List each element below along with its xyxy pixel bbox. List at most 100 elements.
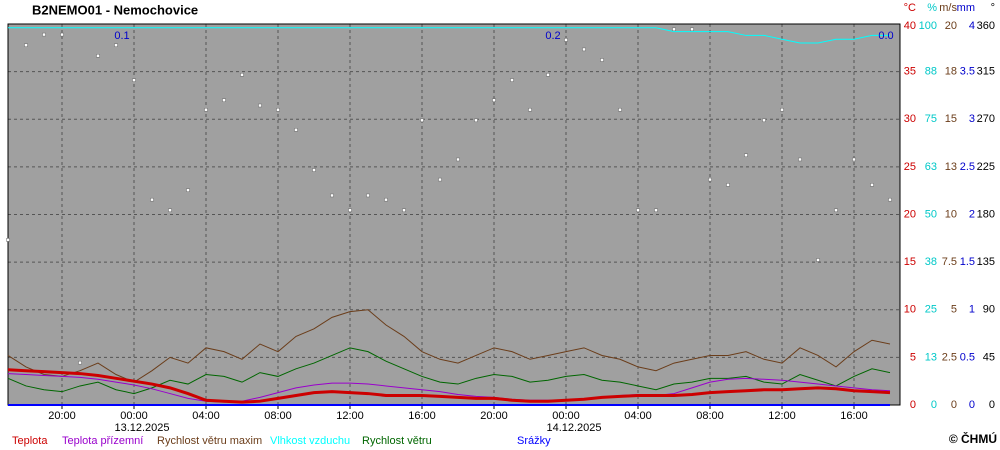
scatter-point: [474, 118, 478, 123]
y-tick-label: 3.5: [960, 66, 975, 78]
date-label: 13.12.2025: [114, 422, 169, 434]
scatter-point: [42, 32, 46, 37]
scatter-point: [492, 98, 496, 102]
legend-entry: Rychlost větru maxim: [157, 435, 262, 447]
copyright: © ČHMÚ: [949, 431, 997, 446]
x-tick-label: 20:00: [48, 410, 76, 422]
scatter-point: [402, 208, 406, 213]
annotation: 0.0: [878, 30, 893, 42]
x-tick-label: 08:00: [696, 410, 724, 422]
scatter-point: [672, 27, 676, 32]
scatter-point: [618, 107, 622, 112]
scatter-point: [330, 193, 334, 198]
date-label: 14.12.2025: [546, 422, 601, 434]
scatter-point: [888, 197, 892, 202]
y-tick-label: 4: [969, 20, 975, 32]
scatter-point: [564, 38, 568, 42]
y-tick-label: 5: [951, 304, 957, 316]
y-tick-label: 0: [931, 399, 937, 411]
scatter-point: [762, 118, 766, 123]
y-tick-label: 100: [919, 20, 937, 32]
legend-entry: Směr větru: [447, 435, 501, 447]
axis-unit: mm: [957, 2, 975, 14]
scatter-point: [798, 157, 802, 162]
y-tick-label: 20: [945, 20, 957, 32]
x-tick-label: 16:00: [408, 410, 436, 422]
y-tick-label: 180: [977, 208, 995, 220]
y-tick-label: 2.5: [960, 161, 975, 173]
series-line: [8, 27, 890, 44]
y-tick-label: 315: [977, 66, 995, 78]
scatter-point: [312, 168, 316, 172]
scatter-point: [438, 177, 442, 182]
scatter-point: [276, 107, 280, 112]
x-tick-label: 00:00: [120, 410, 148, 422]
y-tick-label: 2: [969, 208, 975, 220]
y-tick-label: 30: [904, 113, 916, 125]
scatter-point: [636, 208, 640, 213]
axis-unit: m/s: [939, 2, 957, 14]
x-tick-label: 04:00: [192, 410, 220, 422]
legend-entry: Vlhkost vzduchu: [270, 435, 350, 447]
series-line: [7, 347, 891, 395]
series-line: [7, 368, 891, 404]
scatter-point: [150, 197, 154, 202]
y-tick-label: 50: [925, 208, 937, 220]
scatter-point: [780, 107, 784, 112]
scatter-point: [510, 78, 514, 82]
x-tick-label: 20:00: [480, 410, 508, 422]
annotation: 0.2: [545, 30, 560, 42]
y-tick-label: 40: [904, 20, 916, 32]
chart-title: B2NEMO01 - Nemochovice: [32, 2, 198, 17]
y-tick-label: 1: [969, 304, 975, 316]
scatter-point: [60, 32, 64, 37]
x-tick-label: 04:00: [624, 410, 652, 422]
y-tick-label: 88: [925, 66, 937, 78]
x-tick-label: 16:00: [840, 410, 868, 422]
scatter-point: [348, 208, 352, 213]
scatter-point: [240, 73, 244, 77]
scatter-point: [168, 208, 172, 213]
scatter-point: [294, 128, 298, 132]
y-tick-label: 10: [945, 208, 957, 220]
y-tick-label: 7.5: [942, 256, 957, 268]
y-tick-label: 45: [983, 351, 995, 363]
scatter-point: [24, 43, 28, 47]
axis-unit: %: [927, 2, 937, 14]
y-tick-label: 13: [945, 161, 957, 173]
x-tick-label: 08:00: [264, 410, 292, 422]
x-tick-label: 12:00: [768, 410, 796, 422]
y-tick-label: 0.5: [960, 351, 975, 363]
x-tick-label: 12:00: [336, 410, 364, 422]
scatter-point: [6, 238, 10, 242]
scatter-point: [708, 177, 712, 182]
scatter-point: [582, 47, 586, 52]
scatter-point: [96, 54, 100, 58]
scatter-point: [528, 107, 532, 112]
y-tick-label: 225: [977, 161, 995, 173]
y-tick-label: 2.5: [942, 351, 957, 363]
y-tick-label: 90: [983, 304, 995, 316]
scatter-point: [744, 153, 748, 157]
y-tick-label: 15: [945, 113, 957, 125]
scatter-point: [690, 27, 694, 32]
scatter-point: [258, 103, 262, 108]
x-tick-label: 00:00: [552, 410, 580, 422]
y-tick-label: 10: [904, 304, 916, 316]
legend-entry: Teplota: [12, 435, 48, 447]
scatter-point: [546, 73, 550, 77]
annotation: 0.1: [114, 30, 129, 42]
y-tick-label: 35: [904, 66, 916, 78]
scatter-point: [204, 107, 208, 112]
axis-unit: °C: [904, 2, 916, 14]
y-tick-label: 75: [925, 113, 937, 125]
y-tick-label: 38: [925, 256, 937, 268]
y-tick-label: 0: [989, 399, 995, 411]
y-tick-label: 25: [904, 161, 916, 173]
scatter-point: [600, 58, 604, 62]
axis-unit: °: [991, 2, 995, 14]
scatter-point: [186, 188, 190, 192]
scatter-point: [132, 78, 136, 82]
